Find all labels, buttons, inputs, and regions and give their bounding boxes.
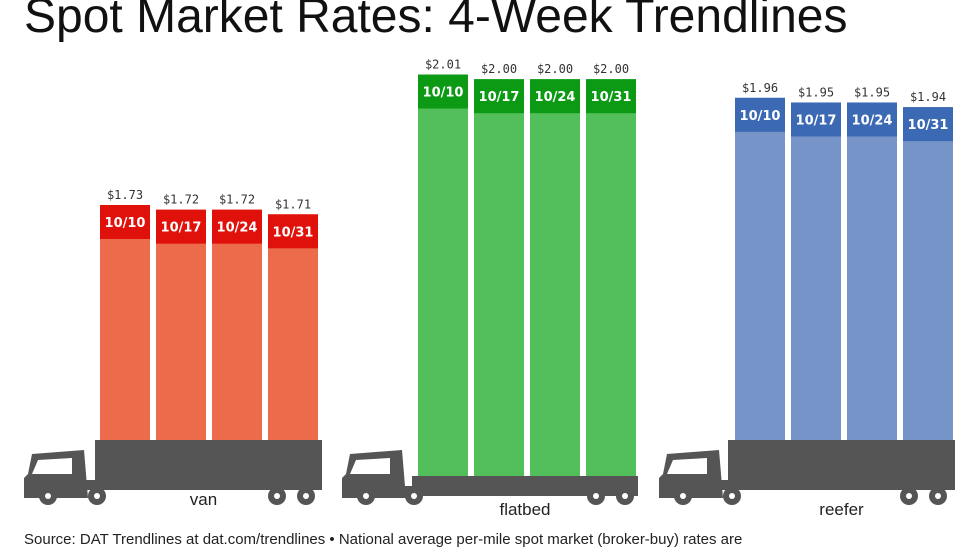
- week-label-flatbed-0: 10/10: [423, 86, 464, 101]
- wheel-hub-icon: [411, 493, 417, 499]
- bar-group-van: 10/10 $1.73 10/17 $1.72 10/24 $1.72 10/31 $1.71…: [24, 188, 322, 509]
- week-label-reefer-1: 10/17: [796, 113, 837, 128]
- wheel-hub-icon: [363, 493, 369, 499]
- week-label-flatbed-3: 10/31: [591, 90, 632, 105]
- trailer-deck-reefer: [728, 440, 955, 482]
- category-label-flatbed: flatbed: [499, 500, 550, 519]
- source-note: Source: DAT Trendlines at dat.com/trendl…: [24, 531, 742, 548]
- wheel-hub-icon: [622, 493, 628, 499]
- truck-window-icon: [350, 458, 390, 474]
- week-label-reefer-0: 10/10: [740, 109, 781, 124]
- week-label-van-3: 10/31: [273, 225, 314, 240]
- bar-reefer-2: [847, 102, 897, 440]
- bar-flatbed-0: [418, 74, 468, 477]
- value-label-reefer-2: $1.95: [854, 85, 890, 99]
- value-label-reefer-3: $1.94: [910, 90, 946, 104]
- frame-rail-reefer: [697, 480, 955, 490]
- bar-reefer-3: [903, 107, 953, 440]
- wheel-hub-icon: [680, 493, 686, 499]
- bar-van-3: [268, 214, 318, 440]
- bar-group-flatbed: 10/10 $2.01 10/17 $2.00 10/24 $2.00 10/31 $2.00…: [342, 58, 638, 519]
- bar-groups: 10/10 $1.73 10/17 $1.72 10/24 $1.72 10/31 $1.71…: [24, 58, 955, 519]
- week-label-van-0: 10/10: [105, 216, 146, 231]
- bar-cap-reefer-2: [847, 102, 897, 137]
- value-label-flatbed-0: $2.01: [425, 58, 461, 72]
- wheel-hub-icon: [593, 493, 599, 499]
- bar-flatbed-1: [474, 79, 524, 477]
- bar-reefer-0: [735, 97, 785, 440]
- bar-group-reefer: 10/10 $1.96 10/17 $1.95 10/24 $1.95 10/31 $1.94…: [659, 81, 955, 519]
- bar-cap-flatbed-0: [418, 74, 468, 109]
- value-label-reefer-0: $1.96: [742, 81, 778, 95]
- wheel-hub-icon: [729, 493, 735, 499]
- wheel-hub-icon: [906, 493, 912, 499]
- truck-window-icon: [667, 458, 707, 474]
- bar-cap-van-3: [268, 214, 318, 249]
- category-label-reefer: reefer: [819, 500, 864, 519]
- bar-flatbed-3: [586, 79, 636, 477]
- bar-reefer-1: [791, 102, 841, 440]
- bar-cap-van-2: [212, 209, 262, 244]
- wheel-hub-icon: [303, 493, 309, 499]
- bar-cap-flatbed-3: [586, 79, 636, 114]
- week-label-flatbed-2: 10/24: [535, 90, 576, 105]
- truck-window-icon: [32, 458, 72, 474]
- bar-cap-van-1: [156, 209, 206, 244]
- week-label-reefer-2: 10/24: [852, 113, 893, 128]
- category-label-van: van: [190, 490, 217, 509]
- week-label-flatbed-1: 10/17: [479, 90, 520, 105]
- value-label-van-2: $1.72: [219, 193, 255, 207]
- wheel-hub-icon: [94, 493, 100, 499]
- bar-cap-flatbed-1: [474, 79, 524, 114]
- trailer-deck-van: [95, 440, 322, 482]
- trailer-deck-flatbed: [412, 476, 638, 488]
- frame-rail-flatbed: [380, 486, 638, 496]
- value-label-flatbed-3: $2.00: [593, 62, 629, 76]
- bar-cap-van-0: [100, 205, 150, 239]
- bar-cap-reefer-3: [903, 107, 953, 142]
- week-label-van-1: 10/17: [161, 221, 202, 236]
- frame-rail-van: [62, 480, 322, 490]
- wheel-hub-icon: [45, 493, 51, 499]
- week-label-van-2: 10/24: [217, 221, 258, 236]
- bar-cap-flatbed-2: [530, 79, 580, 114]
- wheel-hub-icon: [274, 493, 280, 499]
- value-label-reefer-1: $1.95: [798, 85, 834, 99]
- bar-cap-reefer-0: [735, 97, 785, 132]
- bar-van-1: [156, 209, 206, 440]
- value-label-van-1: $1.72: [163, 193, 199, 207]
- wheel-hub-icon: [935, 493, 941, 499]
- value-label-flatbed-1: $2.00: [481, 62, 517, 76]
- bar-van-2: [212, 209, 262, 440]
- value-label-flatbed-2: $2.00: [537, 62, 573, 76]
- value-label-van-3: $1.71: [275, 197, 311, 211]
- bar-van-0: [100, 205, 150, 440]
- bar-flatbed-2: [530, 79, 580, 477]
- bar-cap-reefer-1: [791, 102, 841, 137]
- week-label-reefer-3: 10/31: [908, 118, 949, 133]
- value-label-van-0: $1.73: [107, 188, 143, 202]
- chart-title: Spot Market Rates: 4-Week Trendlines: [24, 0, 847, 43]
